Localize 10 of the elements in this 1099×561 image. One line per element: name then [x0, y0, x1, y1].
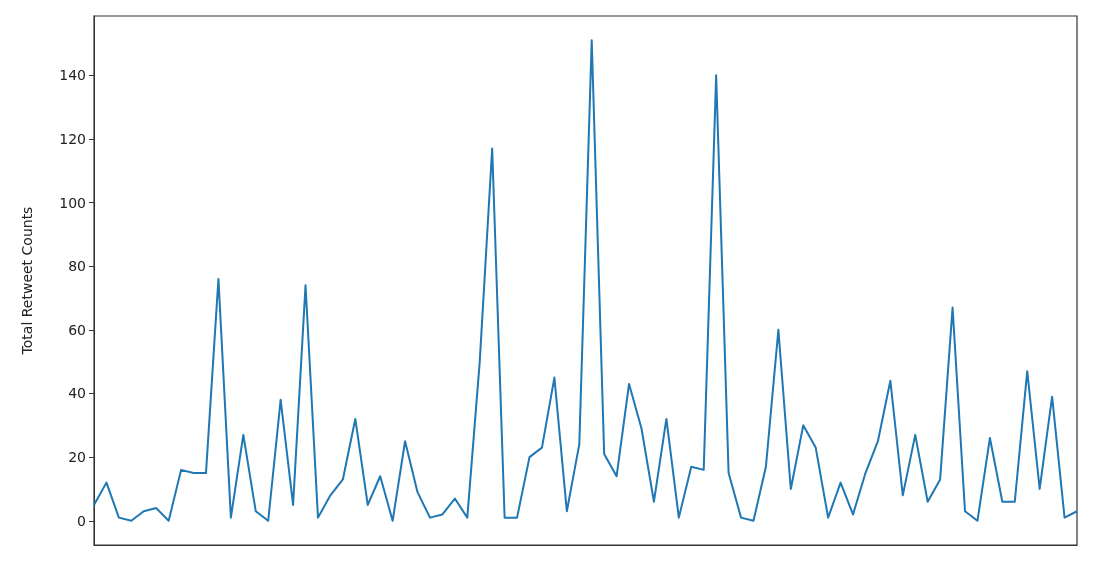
y-tick-label: 60	[68, 321, 86, 338]
y-axis-title: Total Retweet Counts	[19, 206, 35, 356]
y-tick-label: 40	[68, 385, 86, 402]
y-tick-label: 20	[68, 449, 86, 466]
y-tick-label: 100	[59, 194, 86, 211]
line-series	[93, 39, 1078, 522]
y-tick-label: 80	[68, 258, 86, 275]
y-tick-label: 140	[59, 67, 86, 84]
y-tick-label: 120	[59, 130, 86, 147]
y-tick-label: 0	[77, 512, 86, 529]
